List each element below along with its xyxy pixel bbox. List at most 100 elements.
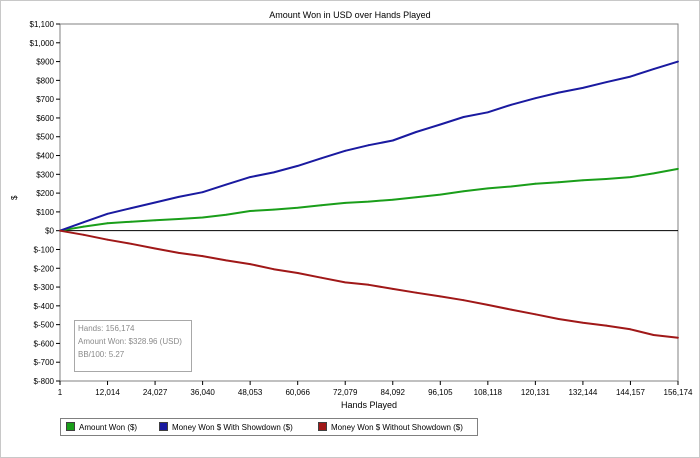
y-tick-label: $-300 — [34, 283, 55, 292]
data-point-without-showdown — [652, 334, 655, 336]
data-point-without-showdown — [582, 321, 584, 324]
data-point-amount-won — [557, 181, 560, 184]
data-point-amount-won — [605, 178, 607, 180]
data-point-without-showdown — [59, 229, 61, 232]
data-point-without-showdown — [605, 324, 607, 327]
x-tick-label: 48,053 — [238, 388, 263, 397]
data-point-without-showdown — [225, 259, 228, 262]
y-tick-label: $500 — [36, 133, 54, 142]
legend-label-amount-won: Amount Won ($) — [79, 423, 138, 432]
data-point-with-showdown — [677, 60, 679, 63]
legend-item-amount-won: Amount Won ($) — [66, 422, 137, 432]
y-tick-label: $-200 — [34, 264, 55, 273]
y-tick-label: $1,000 — [30, 39, 55, 48]
y-tick-label: $400 — [36, 152, 54, 161]
legend-label-with-showdown: Money Won $ With Showdown ($) — [172, 423, 293, 432]
data-point-with-showdown — [629, 75, 632, 78]
x-axis-label: Hands Played — [340, 400, 398, 410]
data-point-with-showdown — [82, 221, 85, 224]
stats-amount-won: Amount Won: $328.96 (USD) — [78, 337, 182, 346]
data-point-amount-won — [486, 187, 489, 190]
data-point-with-showdown — [272, 171, 275, 174]
legend-swatch-with-showdown — [159, 422, 168, 431]
data-point-amount-won — [534, 182, 537, 185]
data-point-without-showdown — [439, 295, 442, 298]
data-point-without-showdown — [249, 263, 252, 266]
data-point-amount-won — [415, 196, 418, 199]
y-tick-label: $700 — [36, 95, 54, 104]
data-point-with-showdown — [415, 131, 418, 133]
data-point-amount-won — [177, 218, 180, 220]
data-point-amount-won — [154, 219, 156, 222]
x-tick-label: 12,014 — [95, 388, 120, 397]
data-point-amount-won — [320, 204, 323, 207]
data-point-with-showdown — [652, 68, 655, 70]
data-point-without-showdown — [106, 238, 109, 241]
data-point-amount-won — [296, 206, 299, 209]
data-point-amount-won — [225, 213, 228, 216]
x-tick-label: 36,040 — [190, 388, 215, 397]
data-point-with-showdown — [367, 144, 370, 147]
y-tick-label: $200 — [36, 189, 54, 198]
y-axis-label: $ — [10, 195, 19, 200]
data-point-with-showdown — [534, 97, 537, 100]
data-point-amount-won — [82, 225, 85, 228]
data-point-without-showdown — [534, 313, 537, 316]
stats-summary-box: Hands: 156,174 Amount Won: $328.96 (USD)… — [74, 320, 192, 372]
y-tick-label: $300 — [36, 170, 54, 179]
data-point-with-showdown — [439, 123, 442, 126]
data-point-with-showdown — [582, 86, 584, 89]
data-point-amount-won — [201, 216, 204, 219]
data-point-with-showdown — [296, 164, 299, 167]
data-point-without-showdown — [391, 288, 394, 290]
data-point-without-showdown — [154, 247, 156, 250]
data-point-without-showdown — [177, 251, 180, 254]
data-point-with-showdown — [605, 81, 607, 84]
legend-item-with-showdown: Money Won $ With Showdown ($) — [159, 422, 293, 432]
data-point-without-showdown — [344, 281, 347, 284]
data-point-amount-won — [367, 200, 370, 203]
data-point-amount-won — [249, 210, 252, 212]
x-tick-label: 108,118 — [474, 388, 503, 397]
data-point-with-showdown — [177, 195, 180, 198]
legend-swatch-without-showdown — [318, 422, 327, 431]
chart-title: Amount Won in USD over Hands Played — [269, 10, 431, 20]
data-point-with-showdown — [106, 212, 109, 215]
data-point-with-showdown — [557, 91, 560, 94]
data-point-without-showdown — [677, 336, 679, 339]
x-tick-label: 24,027 — [143, 388, 168, 397]
x-tick-label: 60,066 — [285, 388, 310, 397]
data-point-with-showdown — [344, 149, 347, 152]
data-point-amount-won — [439, 193, 442, 196]
x-tick-label: 72,079 — [333, 388, 358, 397]
data-point-amount-won — [272, 208, 275, 211]
x-tick-label: 1 — [58, 388, 63, 397]
legend-label-without-showdown: Money Won $ Without Showdown ($) — [331, 423, 463, 432]
x-tick-label: 144,157 — [616, 388, 645, 397]
data-point-with-showdown — [249, 176, 252, 179]
data-point-amount-won — [510, 185, 513, 188]
x-tick-label: 120,131 — [521, 388, 550, 397]
data-point-amount-won — [391, 198, 394, 201]
y-tick-label: $-500 — [34, 321, 55, 330]
y-tick-label: $-400 — [34, 302, 55, 311]
data-point-without-showdown — [296, 272, 299, 274]
data-point-with-showdown — [391, 139, 394, 142]
data-point-with-showdown — [320, 157, 323, 160]
data-point-with-showdown — [154, 201, 156, 204]
y-tick-label: $-600 — [34, 339, 55, 348]
chart-legend: Amount Won ($) Money Won $ With Showdown… — [60, 418, 478, 436]
data-point-with-showdown — [486, 111, 489, 114]
y-tick-label: $1,100 — [30, 20, 55, 29]
data-point-without-showdown — [629, 328, 632, 331]
data-point-without-showdown — [272, 268, 275, 271]
data-point-without-showdown — [415, 291, 418, 294]
data-point-amount-won — [344, 201, 347, 204]
y-tick-label: $600 — [36, 114, 54, 123]
y-tick-label: $800 — [36, 76, 54, 85]
data-point-without-showdown — [320, 276, 323, 279]
data-point-without-showdown — [201, 255, 204, 257]
data-point-with-showdown — [130, 207, 133, 210]
data-point-amount-won — [582, 179, 584, 182]
